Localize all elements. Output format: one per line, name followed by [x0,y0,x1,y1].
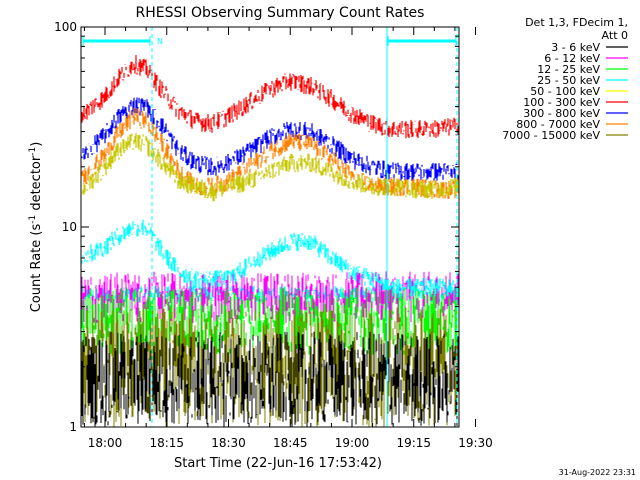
band-path [81,331,459,427]
y-axis-label: Count Rate (s-1 detector-1) [28,142,44,313]
curve-100-300keV [81,55,459,139]
legend-label: 800 - 7000 keV [516,118,600,131]
y-tick-label: 1 [69,420,77,434]
curve-50-100keV [81,132,459,202]
x-tick-label: 18:30 [211,436,246,450]
timestamp: 31-Aug-2022 23:31 [559,468,636,477]
marker-layer: N [82,27,458,427]
legend-label: 25 - 50 keV [537,74,600,87]
x-tick-label: 18:45 [273,436,308,450]
legend-label: 12 - 25 keV [537,63,600,76]
legend-header-line1: Det 1,3, FDecim 1, [525,16,628,29]
flag-label: N [157,37,163,46]
curve-path [81,107,459,199]
legend-label: 300 - 800 keV [523,107,600,120]
y-tick-label: 100 [54,20,77,34]
data-layer [81,55,459,427]
x-tick-label: 19:15 [396,436,431,450]
axis-layer: 1 10 100 18:00 18:15 18:30 18:45 19:00 19:15 19:3… [54,20,493,450]
legend-label: 7000 - 15000 keV [502,129,600,142]
x-axis-label: Start Time (22-Jun-16 17:53:42) [174,456,382,471]
chart-title: RHESSI Observing Summary Count Rates [136,5,425,21]
legend-label: 50 - 100 keV [530,85,600,98]
x-tick-label: 19:00 [335,436,370,450]
curve-path [81,219,459,298]
x-tick-label: 19:30 [458,436,493,450]
y-tick-label: 10 [62,220,77,234]
legend-label: 6 - 12 keV [544,52,600,65]
legend-label: 100 - 300 keV [523,96,600,109]
x-tick-label: 18:15 [149,436,184,450]
curve-300-800keV [81,97,459,182]
curve-800-7000keV [81,107,459,199]
curve-path [81,55,459,139]
legend-label: 3 - 6 keV [551,41,600,54]
band-3-6keV [81,331,459,427]
curve-25-50keV [81,219,459,298]
curve-path [81,97,459,182]
legend-header-line2: Att 0 [602,29,628,42]
curve-path [81,132,459,202]
x-tick-label: 18:00 [88,436,123,450]
